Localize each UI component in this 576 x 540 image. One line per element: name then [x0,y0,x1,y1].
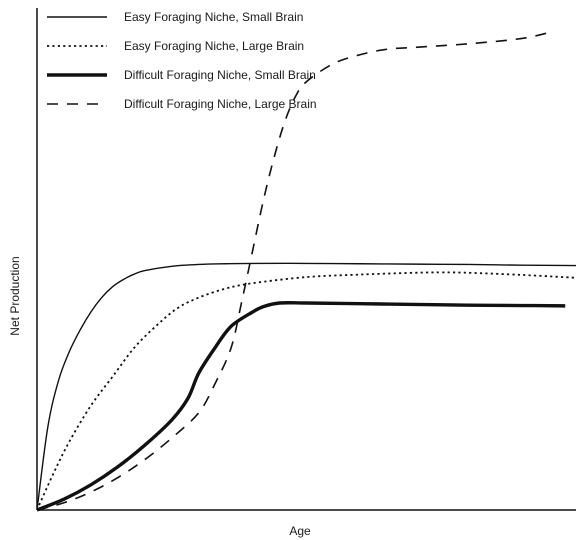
legend-entry-3: Difficult Foraging Niche, Small Brain [47,68,316,82]
legend-label-3: Difficult Foraging Niche, Small Brain [124,68,316,82]
series-line-4 [36,30,555,511]
series-layer [36,30,576,512]
series-line-1 [36,262,576,511]
series-line-3 [36,301,566,512]
legend-entry-2: Easy Foraging Niche, Large Brain [47,39,304,53]
legend-label-1: Easy Foraging Niche, Small Brain [124,10,303,24]
axes [36,8,576,511]
legend-label-4: Difficult Foraging Niche, Large Brain [124,97,317,111]
legend-label-2: Easy Foraging Niche, Large Brain [124,39,304,53]
legend: Easy Foraging Niche, Small Brain Easy For… [47,10,317,111]
legend-entry-1: Easy Foraging Niche, Small Brain [47,10,303,24]
series-line-2 [36,271,576,511]
y-axis-label: Net Production [8,256,22,335]
legend-entry-4: Difficult Foraging Niche, Large Brain [47,97,317,111]
x-axis-label: Age [289,524,311,538]
